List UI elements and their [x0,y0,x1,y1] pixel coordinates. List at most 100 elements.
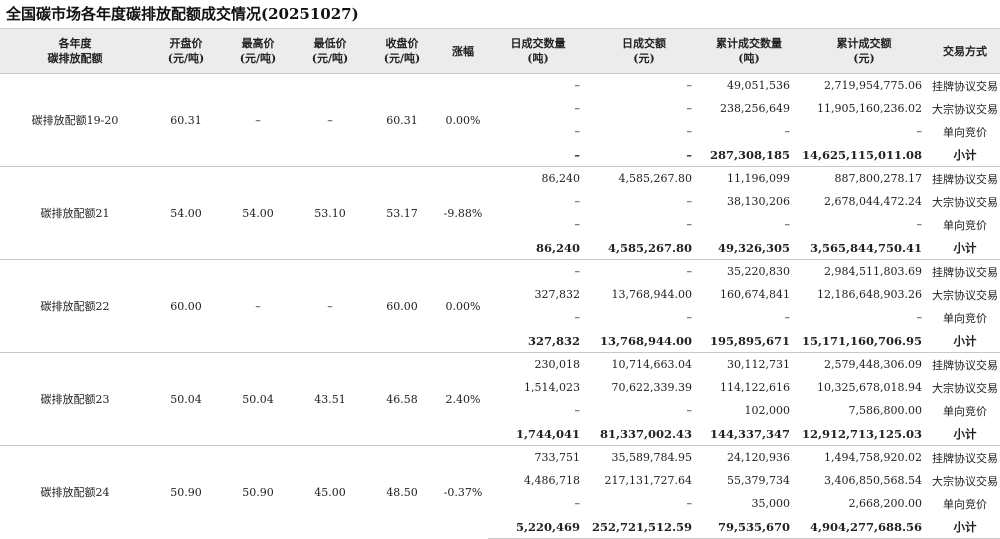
daily-qty-cell: 5,220,469 [488,515,588,539]
cum-amount-cell: 3,406,850,568.54 [824,474,922,487]
cum-qty-cell: 160,674,841 [720,288,790,301]
daily-qty-cell: – [574,218,581,231]
open-price-cell: 60.31 [150,73,222,167]
trade-mode-cell: 大宗协议交易 [932,195,998,209]
daily-qty-cell: – [574,147,580,162]
daily-amount-cell: 35,589,784.95 [588,445,700,469]
close-price-cell: 60.31 [366,73,438,167]
daily-amount-cell: – [686,102,693,115]
trade-mode-cell: 单向竞价 [943,311,987,325]
high-price-cell: 54.00 [222,166,294,260]
subtotal-label: 小计 [953,426,977,441]
cum-amount-cell: 3,565,844,750.41 [809,240,922,255]
daily-qty-cell: 230,018 [488,352,588,376]
daily-qty-cell: – [574,195,581,208]
cum-qty-cell: 114,122,616 [720,381,790,394]
high-price-cell: – [222,73,294,167]
table-row: – – 35,000 2,668,200.00 单向竞价 [0,492,1000,515]
cum-amount-cell: 14,625,115,011.08 [801,147,922,162]
group-name-cell: 碳排放配额21 [0,166,150,260]
col-header-cum-amount: 累计成交额 (元) [798,28,930,74]
trade-mode-cell: 单向竞价 [943,497,987,511]
daily-qty-cell: 327,832 [527,333,580,348]
group-name-cell: 碳排放配额19-20 [0,73,150,167]
cum-amount-cell: 12,186,648,903.26 [817,288,922,301]
cum-qty-cell: – [784,218,791,231]
subtotal-row: 327,832 13,768,944.00 195,895,671 15,171,16… [0,329,1000,353]
cum-qty-cell: 287,308,185 [709,147,790,162]
cum-qty-cell: 238,256,649 [720,102,790,115]
col-header-low: 最低价 (元/吨) [294,28,366,74]
daily-qty-cell: 1,514,023 [524,381,580,394]
open-price-cell: 50.04 [150,352,222,446]
trade-mode-cell: 单向竞价 [943,404,987,418]
table-row: 碳排放配额21 54.00 54.00 53.10 53.17 -9.88% 86,240 4… [0,166,1000,260]
col-header-close: 收盘价 (元/吨) [366,28,438,74]
cum-amount-cell: 887,800,278.17 [798,166,930,190]
daily-amount-cell: – [686,497,693,510]
daily-amount-cell: 70,622,339.39 [611,381,692,394]
high-price-cell: 50.90 [222,445,294,539]
daily-amount-cell: – [588,259,700,283]
table-row: – – – – 单向竞价 [0,120,1000,143]
daily-qty-cell: 86,240 [535,240,580,255]
daily-qty-cell: – [574,497,581,510]
trade-mode-cell: 大宗协议交易 [932,102,998,116]
low-price-cell: 45.00 [294,445,366,539]
daily-qty-cell: – [488,73,588,97]
low-price-cell: – [294,259,366,353]
daily-qty-cell: – [574,102,581,115]
cum-amount-cell: 7,586,800.00 [848,404,922,417]
high-price-cell: – [222,259,294,353]
cum-amount-cell: 2,719,954,775.06 [798,73,930,97]
daily-amount-cell: 252,721,512.59 [588,515,700,539]
cum-qty-cell: 79,535,670 [700,515,798,539]
daily-amount-cell: 4,585,267.80 [607,240,692,255]
daily-amount-cell: 81,337,002.43 [599,426,692,441]
table-row: 碳排放配额24 50.90 50.90 45.00 48.50 -0.37% 733,751… [0,445,1000,539]
cum-qty-cell: – [784,125,791,138]
cum-amount-cell: 15,171,160,706.95 [801,333,922,348]
daily-qty-cell: 4,486,718 [524,474,580,487]
subtotal-label: 小计 [953,333,977,348]
cum-amount-cell: 12,912,713,125.03 [801,426,922,441]
cum-amount-cell: 10,325,678,018.94 [817,381,922,394]
trade-mode-cell: 单向竞价 [943,125,987,139]
close-price-cell: 53.17 [366,166,438,260]
table-row: 4,486,718 217,131,727.64 55,379,734 3,406,8… [0,469,1000,492]
table-row: 1,514,023 70,622,339.39 114,122,616 10,325,… [0,376,1000,399]
daily-qty-cell: – [574,311,581,324]
trade-mode-cell: 挂牌协议交易 [930,352,1000,376]
cum-amount-cell: – [916,218,923,231]
subtotal-label: 小计 [953,147,977,162]
trade-mode-cell: 大宗协议交易 [932,381,998,395]
close-price-cell: 60.00 [366,259,438,353]
table-row: – – – – 单向竞价 [0,213,1000,236]
daily-amount-cell: – [686,125,693,138]
cum-amount-cell: 2,678,044,472.24 [824,195,922,208]
cum-amount-cell: 4,904,277,688.56 [798,515,930,539]
table-row: 碳排放配额23 50.04 50.04 43.51 46.58 2.40% 230,018 1… [0,352,1000,446]
cum-amount-cell: – [916,125,923,138]
daily-qty-cell: – [488,259,588,283]
close-price-cell: 46.58 [366,352,438,446]
cum-qty-cell: 24,120,936 [700,445,798,469]
table-row: – – 238,256,649 11,905,160,236.02 大宗协议交易 [0,97,1000,120]
cum-amount-cell: 2,579,448,306.09 [798,352,930,376]
low-price-cell: 53.10 [294,166,366,260]
cum-qty-cell: 144,337,347 [709,426,790,441]
cum-qty-cell: 49,326,305 [717,240,790,255]
page-title: 全国碳市场各年度碳排放配额成交情况(20251027) [6,5,359,23]
table-row: – – – – 单向竞价 [0,306,1000,329]
subtotal-label: 小计 [930,515,1000,539]
table-row: – – 102,000 7,586,800.00 单向竞价 [0,399,1000,422]
open-price-cell: 54.00 [150,166,222,260]
carbon-trading-table: 各年度 碳排放配额 开盘价 (元/吨) 最高价 (元/吨) 最低价 (元/吨) 收盘价(… [0,28,1000,539]
table-row: 碳排放配额19-20 60.31– –60.31 0.00% – –49,051,536 2… [0,73,1000,167]
cum-qty-cell: 195,895,671 [709,333,790,348]
daily-amount-cell: 13,768,944.00 [611,288,692,301]
table-header: 各年度 碳排放配额 开盘价 (元/吨) 最高价 (元/吨) 最低价 (元/吨) 收盘价(… [0,28,1000,74]
col-header-open: 开盘价 (元/吨) [150,28,222,74]
cum-qty-cell: 35,220,830 [700,259,798,283]
daily-qty-cell: – [574,125,581,138]
